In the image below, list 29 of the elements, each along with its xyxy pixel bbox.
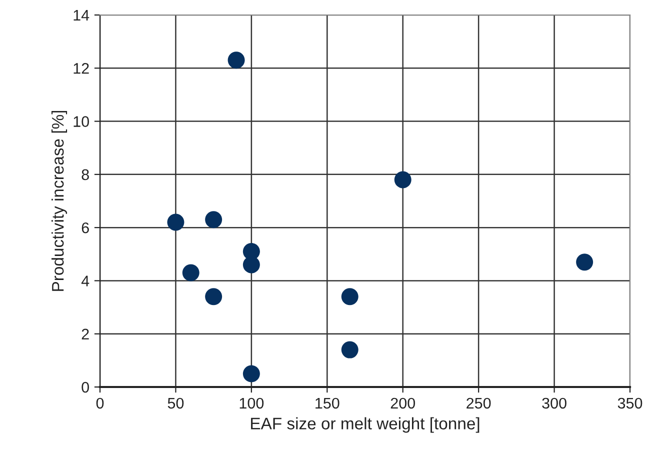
y-tick-label: 6 — [82, 222, 89, 234]
point — [394, 171, 412, 188]
point — [182, 264, 200, 282]
y-tick-label: 8 — [82, 169, 89, 180]
x-tick-label: 350 — [618, 398, 642, 409]
point — [205, 211, 222, 228]
x-tick-label: 250 — [466, 398, 491, 409]
x-tick-label: 100 — [240, 398, 264, 409]
point — [242, 365, 260, 382]
point — [341, 341, 358, 358]
x-tick-label: 300 — [542, 398, 566, 409]
y-tick-label: 14 — [74, 10, 90, 21]
point — [576, 254, 594, 271]
point — [167, 214, 184, 231]
x-tick-label: 0 — [96, 398, 104, 409]
x-tick-label: 150 — [316, 398, 340, 409]
y-tick-label: 2 — [82, 328, 89, 340]
y-tick-label: 0 — [82, 382, 89, 393]
x-tick-label: 50 — [168, 398, 184, 409]
y-axis-title: Productivity increase [%] — [52, 110, 68, 291]
point — [205, 288, 222, 306]
y-tick-label: 4 — [81, 276, 90, 286]
point — [242, 256, 260, 274]
x-tick-label: 200 — [390, 398, 416, 409]
y-tick-label: 12 — [74, 63, 89, 74]
point — [228, 52, 245, 69]
point — [341, 288, 358, 306]
y-tick-label: 10 — [74, 116, 89, 127]
x-axis-title: EAF size or melt weight [tonne] — [251, 417, 480, 433]
